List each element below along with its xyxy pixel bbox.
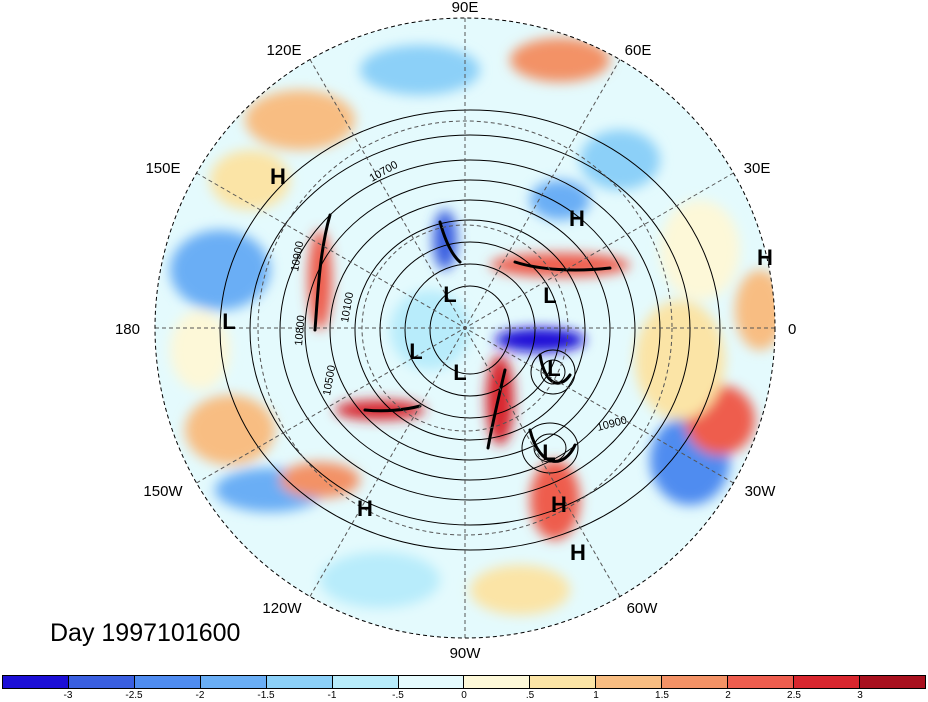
lon-label-30e: 30E bbox=[744, 160, 771, 177]
colorbar-tick-label: -1 bbox=[327, 690, 337, 701]
lon-label-90e: 90E bbox=[452, 0, 479, 16]
colorbar-box bbox=[530, 676, 597, 688]
jet-contours bbox=[313, 213, 612, 463]
colorbar-box bbox=[662, 676, 729, 688]
colorbar-tick-label: -2 bbox=[195, 690, 205, 701]
colorbar-tick-label: 2.5 bbox=[787, 690, 801, 701]
map-boundary bbox=[154, 17, 776, 639]
longitude-labels: 90E 60E 30E 0 30W 60W 90W 120W 150W 180 … bbox=[115, 0, 796, 662]
lon-label-0: 0 bbox=[788, 321, 796, 338]
colorbar-box bbox=[3, 676, 69, 688]
low-center: L bbox=[443, 282, 456, 307]
contour-label: 10500 bbox=[321, 364, 338, 396]
polar-map: 90E 60E 30E 0 30W 60W 90W 120W 150W 180 … bbox=[115, 0, 796, 662]
colorbar-tick-label: 3 bbox=[857, 690, 863, 701]
colorbar-tick-label: 2 bbox=[725, 690, 731, 701]
lon-label-180: 180 bbox=[115, 321, 140, 338]
colorbar-labels: -3 -2.5 -2 -1.5 -1 -.5 0 .5 1 1.5 2 2.5 3 bbox=[2, 690, 926, 702]
map-title: Day 1997101600 bbox=[50, 619, 241, 647]
low-center: L bbox=[409, 339, 422, 364]
high-center: H bbox=[757, 245, 773, 270]
contour-label: 10900 bbox=[289, 240, 306, 272]
colorbar-box bbox=[596, 676, 663, 688]
colorbar-box bbox=[200, 676, 267, 688]
pressure-centers: H H H L L L L L L L H H H bbox=[222, 164, 773, 565]
height-contours bbox=[219, 109, 721, 551]
graticule bbox=[155, 18, 775, 638]
high-center: H bbox=[270, 164, 286, 189]
colorbar-box bbox=[398, 676, 465, 688]
lon-label-60e: 60E bbox=[625, 42, 652, 59]
lon-label-120w: 120W bbox=[262, 600, 302, 617]
colorbar-tick-label: -2.5 bbox=[125, 690, 143, 701]
contour-label: 10100 bbox=[339, 291, 356, 323]
high-center: H bbox=[357, 496, 373, 521]
low-center: L bbox=[542, 440, 555, 465]
lon-label-120e: 120E bbox=[266, 42, 301, 59]
colorbar-box bbox=[68, 676, 135, 688]
colorbar-box bbox=[332, 676, 399, 688]
colorbar-box bbox=[859, 676, 925, 688]
colorbar-box bbox=[464, 676, 531, 688]
colorbar-tick-label: -.5 bbox=[392, 690, 404, 701]
low-center: L bbox=[222, 309, 235, 334]
high-center: H bbox=[551, 492, 567, 517]
colorbar-tick-label: 1.5 bbox=[655, 690, 669, 701]
low-center: L bbox=[547, 356, 560, 381]
lon-label-90w: 90W bbox=[450, 645, 482, 662]
colorbar-box bbox=[728, 676, 795, 688]
lon-label-150w: 150W bbox=[143, 483, 183, 500]
contour-label: 10800 bbox=[293, 315, 308, 347]
lon-label-30w: 30W bbox=[745, 483, 777, 500]
colorbar-box bbox=[794, 676, 860, 688]
low-center: L bbox=[453, 360, 466, 385]
colorbar-tick-label: -3 bbox=[63, 690, 73, 701]
colorbar-tick-label: 1 bbox=[593, 690, 599, 701]
low-center: L bbox=[543, 283, 556, 308]
colorbar-box bbox=[134, 676, 201, 688]
colorbar-tick-label: .5 bbox=[525, 690, 535, 701]
high-center: H bbox=[569, 206, 585, 231]
lon-label-60w: 60W bbox=[627, 600, 659, 617]
high-center: H bbox=[570, 540, 586, 565]
colorbar-tick-label: 0 bbox=[461, 690, 467, 701]
lon-label-150e: 150E bbox=[145, 160, 180, 177]
colorbar-tick-label: -1.5 bbox=[257, 690, 275, 701]
colorbar-box bbox=[266, 676, 333, 688]
colorbar bbox=[2, 675, 926, 689]
